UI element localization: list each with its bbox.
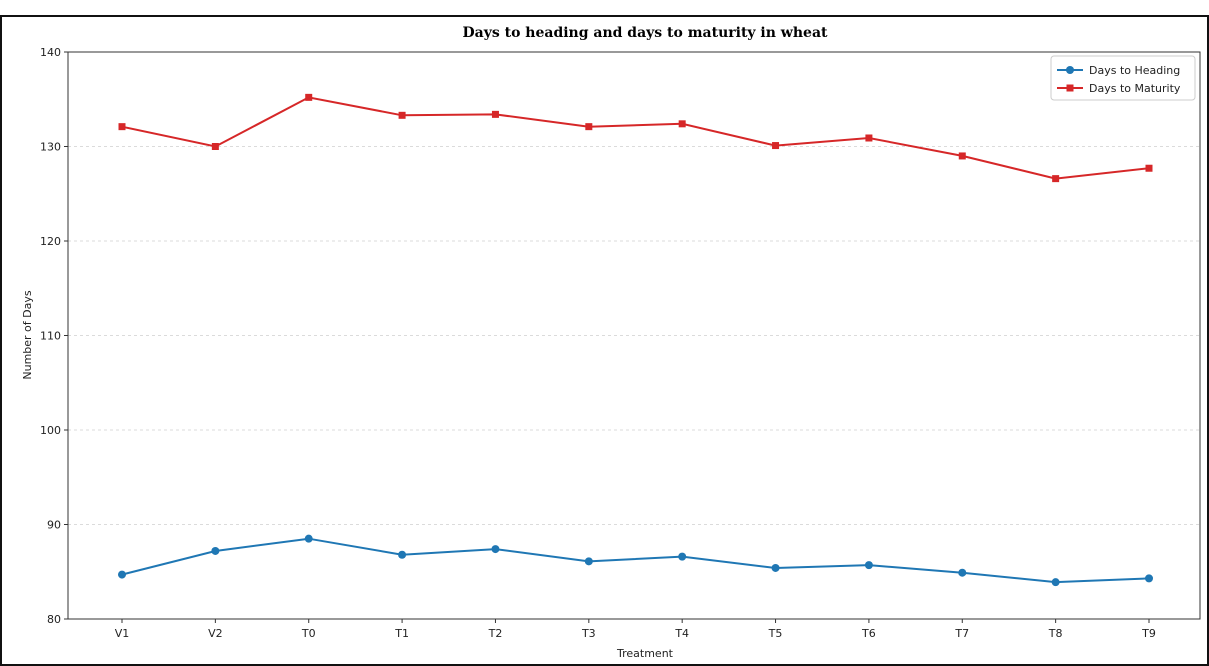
data-point xyxy=(678,120,686,128)
legend-marker xyxy=(1066,84,1074,92)
data-point xyxy=(491,545,500,554)
legend-box xyxy=(1050,55,1196,101)
data-point xyxy=(1145,574,1153,583)
figure-frame xyxy=(0,15,1209,666)
x-tick-label: V1 xyxy=(115,627,130,640)
y-tick-label: 80 xyxy=(47,613,61,626)
data-point xyxy=(304,534,313,543)
x-tick-label: T7 xyxy=(954,627,969,640)
x-tick-label: T9 xyxy=(1141,627,1156,640)
x-tick-label: T8 xyxy=(1048,627,1063,640)
data-point xyxy=(211,143,219,150)
data-point xyxy=(491,110,499,118)
series-line xyxy=(121,537,1150,584)
x-tick-label: V2 xyxy=(208,627,223,640)
axes-layer: 80 90 100 110 120 130 140 V1 V2 T0 T1 T2 T3 T4 T5 T6 T7 T… xyxy=(40,46,1201,640)
grid-layer xyxy=(68,146,1200,525)
series-days-to-maturity xyxy=(118,93,1153,183)
x-tick-label: T2 xyxy=(488,627,503,640)
data-point xyxy=(118,123,126,131)
legend-label: Days to Maturity xyxy=(1089,82,1181,95)
x-tick-label: T3 xyxy=(581,627,596,640)
legend: Days to Heading Days to Maturity xyxy=(1050,55,1196,101)
data-point xyxy=(585,123,593,131)
series-line xyxy=(121,96,1150,180)
data-point xyxy=(772,142,780,150)
data-point xyxy=(305,93,313,101)
chart-title: Days to heading and days to maturity in … xyxy=(463,25,829,41)
series-days-to-heading xyxy=(118,534,1153,587)
y-tick-label: 110 xyxy=(40,330,61,343)
x-tick-label: T4 xyxy=(674,627,689,640)
y-tick-label: 140 xyxy=(40,46,61,59)
data-point xyxy=(398,550,407,559)
x-tick-label: T5 xyxy=(768,627,783,640)
data-point xyxy=(1051,578,1060,587)
series-layer xyxy=(118,93,1153,587)
data-point xyxy=(1052,175,1060,183)
data-point xyxy=(211,546,220,555)
y-tick-label: 100 xyxy=(40,424,61,437)
data-point xyxy=(678,552,687,561)
y-tick-label: 90 xyxy=(47,519,61,532)
data-point xyxy=(958,152,966,160)
data-point xyxy=(398,111,406,119)
x-tick-label: T1 xyxy=(394,627,409,640)
y-tick-label: 130 xyxy=(40,141,61,154)
y-tick-label: 120 xyxy=(40,235,61,248)
x-tick-label: T0 xyxy=(301,627,316,640)
legend-marker xyxy=(1066,66,1074,74)
data-point xyxy=(958,568,967,577)
data-point xyxy=(584,557,593,566)
data-point xyxy=(771,563,780,572)
data-point xyxy=(865,134,873,142)
data-point xyxy=(864,561,873,570)
x-tick-label: T6 xyxy=(861,627,876,640)
plot-frame xyxy=(67,51,1201,620)
data-point xyxy=(118,570,126,579)
data-point xyxy=(1145,164,1153,172)
y-axis-label: Number of Days xyxy=(21,290,34,380)
x-axis-label: Treatment xyxy=(616,647,674,660)
legend-label: Days to Heading xyxy=(1089,64,1180,77)
